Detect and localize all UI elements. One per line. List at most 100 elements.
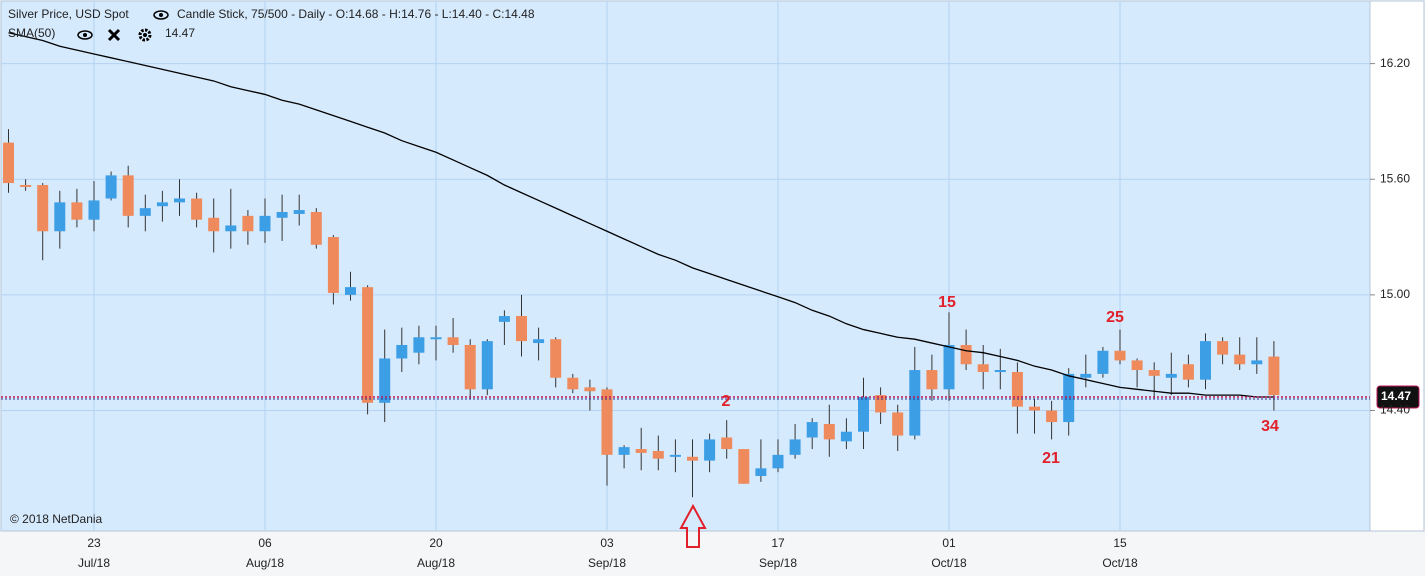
chart-title: Silver Price, USD Spot (8, 7, 129, 21)
candle-body (191, 198, 203, 220)
eye-icon[interactable] (77, 30, 93, 40)
candle-body (54, 202, 66, 232)
x-tick-label: 15 (1113, 536, 1127, 550)
x-tick-label: Oct/18 (1102, 556, 1138, 570)
annotation: 15 (938, 294, 956, 311)
candle-body (259, 215, 271, 232)
candle-body (122, 175, 134, 216)
candle-body (71, 202, 83, 220)
candle-body (1268, 356, 1280, 396)
candle-body (823, 424, 835, 440)
candle-body (635, 449, 647, 453)
annotation: 2 (722, 393, 731, 410)
candle-body (1046, 410, 1058, 423)
x-tick-label: 01 (942, 536, 956, 550)
candle-body (909, 370, 921, 436)
candle-body (772, 454, 784, 469)
candle-body (1114, 350, 1126, 361)
x-tick-label: Aug/18 (246, 556, 284, 570)
candle-body (960, 344, 972, 365)
candle-body (447, 337, 459, 345)
candle-body (379, 358, 391, 403)
candle-body (225, 225, 237, 232)
candle-body (105, 175, 117, 199)
x-tick-label: Jul/18 (78, 556, 110, 570)
candle-body (37, 185, 49, 232)
y-tick-label: 14.40 (1380, 403, 1410, 417)
candle-body (396, 344, 408, 359)
candle-body (875, 395, 887, 413)
candle-body (738, 449, 750, 484)
x-tick-label: 03 (600, 536, 614, 550)
candle-body (174, 198, 185, 203)
candle-body (3, 142, 14, 184)
candle-body (413, 337, 425, 353)
candle-body (1063, 373, 1075, 423)
candle-body (1182, 364, 1194, 380)
candle-body (550, 339, 562, 378)
x-tick-label: Sep/18 (759, 556, 797, 570)
candle-body (1080, 373, 1092, 378)
eye-icon[interactable] (153, 10, 169, 20)
candle-body (208, 217, 220, 232)
candle-body (669, 454, 681, 457)
candle-body (362, 287, 374, 403)
candle-body (276, 212, 288, 218)
candle-body (1011, 371, 1023, 407)
remove-icon[interactable] (107, 28, 121, 42)
plot-area (0, 0, 1371, 532)
candle-body (943, 344, 955, 390)
candle-body (345, 287, 356, 295)
candle-body (601, 389, 613, 455)
candle-body (618, 447, 630, 455)
candle-body (840, 431, 852, 442)
candle-body (242, 215, 254, 232)
candle-body (806, 422, 818, 438)
y-tick-label: 16.20 (1380, 56, 1410, 70)
candle-body (156, 202, 168, 207)
grid (1, 1, 1375, 530)
candle-body (516, 316, 527, 342)
candle-body (1217, 341, 1229, 355)
candle-body (327, 237, 339, 293)
candle-body (994, 370, 1006, 373)
candle-body (1131, 360, 1143, 371)
settings-icon[interactable] (138, 28, 152, 42)
y-tick-label: 15.60 (1380, 171, 1410, 185)
candle-body (567, 377, 579, 390)
candle-body (139, 208, 151, 216)
candle-body (584, 387, 596, 392)
candle-body (533, 339, 545, 344)
candle-body (293, 210, 305, 214)
candle-body (310, 212, 322, 245)
candle-body (704, 439, 716, 461)
candle-body (892, 412, 904, 436)
y-tick-label: 15.00 (1380, 287, 1410, 301)
annotation: 25 (1106, 309, 1124, 326)
candle-body (721, 437, 733, 450)
candle-body (88, 200, 100, 220)
candle-body (498, 316, 510, 322)
x-tick-label: Aug/18 (417, 556, 455, 570)
x-tick-label: Sep/18 (588, 556, 626, 570)
price-box (1376, 385, 1420, 409)
candle-body (464, 344, 476, 390)
marks (1, 32, 1420, 498)
y-axis-area (1369, 0, 1425, 532)
x-tick-label: Oct/18 (931, 556, 967, 570)
candle-body (1251, 360, 1263, 365)
candle-body (858, 397, 869, 432)
candle-body (926, 370, 938, 390)
candle-body (1165, 373, 1177, 378)
candle-body (1097, 350, 1109, 374)
labels: Silver Price, USD Spot Candle Stick, 75/… (8, 7, 1411, 570)
x-tick-label: 23 (87, 536, 101, 550)
candle-body (1200, 341, 1211, 380)
candle-body (789, 439, 801, 455)
candle-body (430, 337, 442, 340)
arrow (679, 503, 707, 548)
candle-body (1029, 406, 1040, 411)
candle-body (687, 456, 698, 461)
